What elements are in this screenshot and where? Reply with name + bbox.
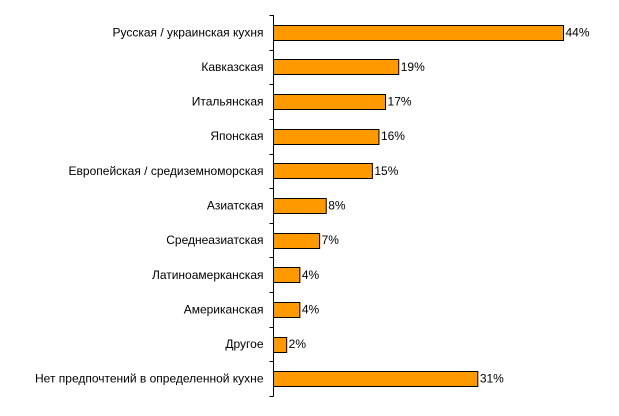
- data-label: 44%: [566, 25, 590, 39]
- bar: [273, 94, 387, 110]
- category-label: Другое: [225, 337, 263, 351]
- category-label: Итальянская: [192, 95, 264, 109]
- data-label: 19%: [401, 60, 425, 74]
- bar: [273, 233, 321, 249]
- category-label: Нет предпочтений в определенной кухне: [35, 372, 264, 386]
- bar: [273, 198, 327, 214]
- data-label: 15%: [374, 164, 398, 178]
- data-label: 2%: [289, 337, 307, 351]
- category-label: Латиноамерканская: [152, 268, 264, 282]
- data-label: 31%: [480, 372, 504, 386]
- category-label: Японская: [210, 129, 263, 143]
- data-label: 7%: [322, 233, 340, 247]
- bar: [273, 337, 288, 353]
- data-label: 4%: [302, 302, 320, 316]
- data-label: 16%: [381, 129, 405, 143]
- category-label: Среднеазиатская: [166, 233, 263, 247]
- category-label: Американская: [184, 302, 264, 316]
- data-label: 4%: [302, 268, 320, 282]
- category-label: Азиатская: [207, 199, 264, 213]
- bar: [273, 129, 380, 145]
- bar: [273, 163, 373, 179]
- bar: [273, 25, 564, 41]
- category-label: Кавказская: [201, 60, 263, 74]
- category-label: Европейская / средиземноморская: [69, 164, 264, 178]
- bar: [273, 302, 301, 318]
- data-label: 8%: [328, 199, 346, 213]
- category-label: Русская / украинская кухня: [112, 25, 263, 39]
- bar: [273, 371, 479, 387]
- bar: [273, 59, 400, 75]
- data-label: 17%: [388, 95, 412, 109]
- bar: [273, 267, 301, 283]
